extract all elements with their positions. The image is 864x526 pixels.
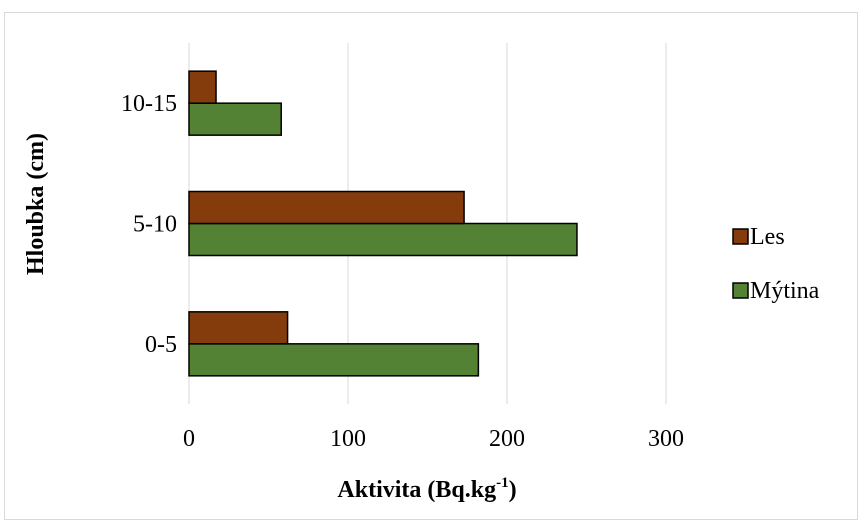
y-axis-title: Hloubka (cm) (23, 133, 49, 275)
bars (188, 70, 578, 377)
legend-label-mytina: Mýtina (750, 278, 820, 304)
legend: Les Mýtina (732, 224, 820, 304)
legend-label-les: Les (750, 224, 785, 250)
x-tick-label: 100 (330, 426, 366, 452)
bar-mytina-0-5 (188, 343, 480, 377)
y-tick-labels: 0-5 5-10 10-15 (121, 91, 177, 358)
legend-swatch-les (732, 228, 749, 245)
x-tick-label: 200 (489, 426, 525, 452)
legend-swatch-mytina (732, 282, 749, 299)
x-axis-title: Aktivita (Bq.kg-1) (337, 475, 516, 503)
x-tick-labels: 0 100 200 300 (183, 426, 684, 452)
y-tick-label: 5-10 (133, 212, 177, 238)
x-tick-label: 0 (183, 426, 195, 452)
chart-frame (4, 12, 858, 520)
bar-mytina-5-10 (188, 222, 578, 257)
bar-les-5-10 (188, 190, 465, 225)
y-tick-label: 0-5 (145, 332, 177, 358)
bar-les-10-15 (188, 70, 217, 104)
bar-les-0-5 (188, 311, 289, 345)
bar-mytina-10-15 (188, 102, 282, 136)
x-tick-label: 300 (648, 426, 684, 452)
y-tick-label: 10-15 (121, 91, 177, 117)
